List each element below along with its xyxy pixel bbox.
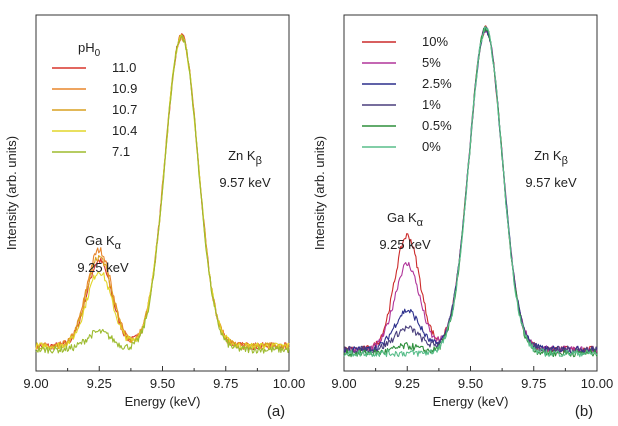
x-tick-label: 9.25 bbox=[87, 376, 112, 391]
x-tick-label: 9.75 bbox=[213, 376, 238, 391]
ga-peak-label: Ga Kα bbox=[387, 210, 424, 229]
peak-label-sub: β bbox=[256, 155, 262, 167]
legend-label-2: 2.5% bbox=[422, 76, 452, 91]
peak-label-main: Zn K bbox=[534, 148, 562, 163]
peak-label-sub: α bbox=[417, 217, 424, 229]
legend-label-4: 7.1 bbox=[112, 144, 130, 159]
ga-peak-energy: 9.25 keV bbox=[77, 260, 129, 275]
legend-title-sub: 0 bbox=[95, 48, 101, 59]
x-tick-label: 9.50 bbox=[458, 376, 483, 391]
series-line-5 bbox=[343, 26, 598, 358]
legend-label-5: 0% bbox=[422, 139, 441, 154]
x-tick-label: 9.25 bbox=[395, 376, 420, 391]
chart-panel-a: 9.00 9.25 9.50 9.75 10.00 Energy (keV) Intensi… bbox=[4, 14, 306, 420]
legend-label-1: 5% bbox=[422, 55, 441, 70]
zn-peak-energy: 9.57 keV bbox=[219, 175, 271, 190]
x-axis-label: Energy (keV) bbox=[125, 394, 201, 409]
legend-label-0: 11.0 bbox=[112, 60, 136, 75]
x-tick-label: 10.00 bbox=[581, 376, 614, 391]
x-tick-label: 10.00 bbox=[273, 376, 306, 391]
x-axis-label: Energy (keV) bbox=[433, 394, 509, 409]
legend-label-1: 10.9 bbox=[112, 81, 137, 96]
peak-label-main: Ga K bbox=[387, 210, 417, 225]
peak-label-main: Ga K bbox=[85, 233, 115, 248]
legend-label-2: 10.7 bbox=[112, 102, 137, 117]
x-tick-label: 9.00 bbox=[23, 376, 48, 391]
chart-panel-b: 9.00 9.25 9.50 9.75 10.00 Energy (keV) Intensi… bbox=[312, 14, 614, 420]
x-tick-label: 9.50 bbox=[150, 376, 175, 391]
peak-label-sub: β bbox=[562, 155, 568, 167]
series-line-1 bbox=[343, 28, 598, 354]
panel-label: (b) bbox=[575, 403, 593, 420]
series-line-3 bbox=[343, 27, 598, 354]
panel-label: (a) bbox=[267, 403, 285, 420]
series-line-4 bbox=[35, 34, 290, 354]
series-line-4 bbox=[343, 26, 598, 358]
legend-label-4: 0.5% bbox=[422, 118, 452, 133]
series-line-2 bbox=[343, 26, 598, 354]
peak-label-main: Zn K bbox=[228, 148, 256, 163]
x-tick-label: 9.75 bbox=[521, 376, 546, 391]
zn-peak-label: Zn Kβ bbox=[534, 148, 568, 167]
legend-label-0: 10% bbox=[422, 34, 448, 49]
legend-label-3: 1% bbox=[422, 97, 441, 112]
y-axis-label: Intensity (arb. units) bbox=[4, 136, 19, 250]
plot-frame bbox=[343, 14, 598, 372]
zn-peak-label: Zn Kβ bbox=[228, 148, 262, 167]
legend-title: pH0 bbox=[78, 40, 101, 59]
x-tick-label: 9.00 bbox=[331, 376, 356, 391]
zn-peak-energy: 9.57 keV bbox=[525, 175, 577, 190]
legend-title-main: pH bbox=[78, 40, 95, 55]
ga-peak-label: Ga Kα bbox=[85, 233, 122, 252]
peak-label-sub: α bbox=[115, 240, 122, 252]
legend-label-3: 10.4 bbox=[112, 123, 137, 138]
y-axis-label: Intensity (arb. units) bbox=[312, 136, 327, 250]
ga-peak-energy: 9.25 keV bbox=[379, 237, 431, 252]
